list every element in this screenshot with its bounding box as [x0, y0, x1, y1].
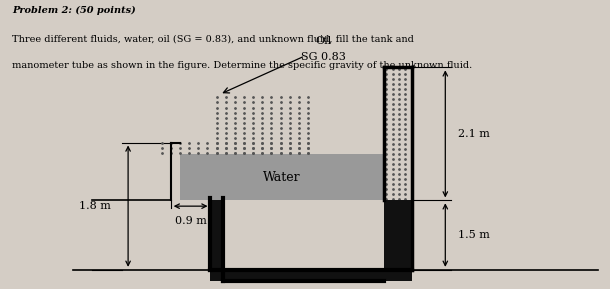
Text: 1.8 m: 1.8 m: [79, 201, 110, 211]
Text: Water: Water: [264, 171, 301, 184]
Text: SG 0.83: SG 0.83: [301, 52, 346, 62]
Bar: [210, 200, 223, 270]
Text: Three different fluids, water, oil (SG = 0.83), and unknown fluid, fill the tank: Three different fluids, water, oil (SG =…: [12, 35, 414, 44]
Text: 0.9 m: 0.9 m: [174, 216, 207, 226]
Text: Problem 2: (50 points): Problem 2: (50 points): [12, 6, 136, 15]
Bar: [210, 270, 412, 281]
Text: Fluid: Fluid: [301, 272, 330, 282]
Bar: [384, 200, 412, 270]
Text: 1.5 m: 1.5 m: [458, 230, 489, 240]
Text: Oil: Oil: [315, 36, 331, 46]
Text: 2.1 m: 2.1 m: [458, 129, 489, 139]
Bar: [180, 154, 384, 200]
Text: manometer tube as shown in the figure. Determine the specific gravity of the unk: manometer tube as shown in the figure. D…: [12, 61, 473, 70]
